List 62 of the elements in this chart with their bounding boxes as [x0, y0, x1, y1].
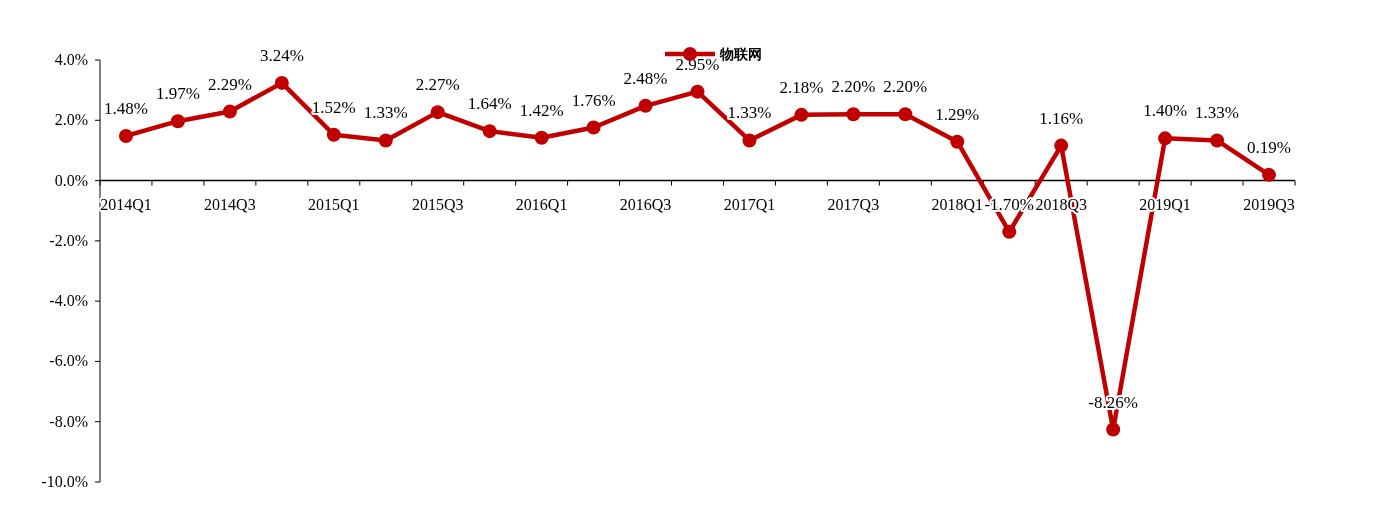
point [378, 133, 393, 148]
point [1002, 224, 1017, 239]
data-label: 1.42% [519, 100, 564, 120]
point [326, 127, 341, 142]
data-label: 1.48% [104, 98, 148, 118]
x-tick-label: 2017Q3 [827, 195, 880, 213]
point [222, 104, 237, 119]
data-label: 1.29% [935, 104, 980, 124]
data-label: 2.48% [623, 68, 668, 88]
point [846, 107, 861, 122]
y-tick-label: -2.0% [49, 231, 88, 249]
y-tick-label: -10.0% [41, 473, 88, 490]
point [482, 124, 497, 139]
point [1106, 422, 1121, 437]
point [638, 98, 653, 113]
x-tick-label: 2015Q3 [411, 195, 464, 213]
data-label: 2.29% [207, 74, 252, 94]
point [586, 120, 601, 135]
y-tick-label: -4.0% [49, 292, 88, 310]
point [274, 75, 289, 90]
point [742, 133, 757, 148]
point [1054, 138, 1069, 153]
point [950, 134, 965, 149]
point [1158, 131, 1173, 146]
data-label: 1.33% [363, 103, 408, 123]
y-tick-label: 2.0% [54, 111, 88, 129]
x-tick-label: 2014Q1 [100, 195, 152, 213]
y-tick-label: 4.0% [54, 51, 88, 68]
data-label: 1.52% [311, 97, 356, 117]
data-label: 1.33% [1195, 103, 1240, 123]
point [1210, 133, 1225, 148]
x-tick-label: 2015Q1 [308, 195, 360, 213]
data-label: 3.24% [259, 45, 304, 65]
point [430, 105, 445, 120]
x-tick-label: 2016Q3 [619, 195, 672, 213]
point [170, 114, 185, 129]
y-tick-label: -8.0% [49, 412, 88, 430]
data-label: 1.76% [571, 90, 616, 110]
data-label: 1.64% [467, 94, 512, 114]
point [534, 130, 549, 145]
data-label: 1.97% [155, 84, 200, 104]
point [1262, 167, 1277, 182]
x-tick-label: 2017Q1 [723, 195, 776, 213]
data-label: 1.40% [1143, 101, 1188, 121]
x-tick-label: 2018Q1 [931, 195, 984, 213]
data-label: 2.27% [415, 75, 460, 95]
data-label: 1.16% [1039, 108, 1084, 128]
data-label: 2.20% [883, 77, 928, 97]
point [690, 84, 705, 99]
legend-label: 物联网 [719, 47, 762, 62]
x-tick-label: 2014Q3 [204, 195, 256, 213]
point [898, 107, 913, 122]
y-tick-label: 0.0% [54, 171, 88, 189]
data-label: 0.19% [1247, 137, 1291, 157]
point [118, 128, 133, 143]
data-label: 2.20% [831, 77, 876, 97]
x-tick-label: 2019Q3 [1243, 195, 1295, 213]
data-label: 1.33% [727, 103, 772, 123]
y-tick-label: -6.0% [49, 352, 88, 370]
x-tick-label: 2016Q1 [515, 195, 568, 213]
point [794, 107, 809, 122]
data-label: 2.18% [779, 77, 824, 97]
